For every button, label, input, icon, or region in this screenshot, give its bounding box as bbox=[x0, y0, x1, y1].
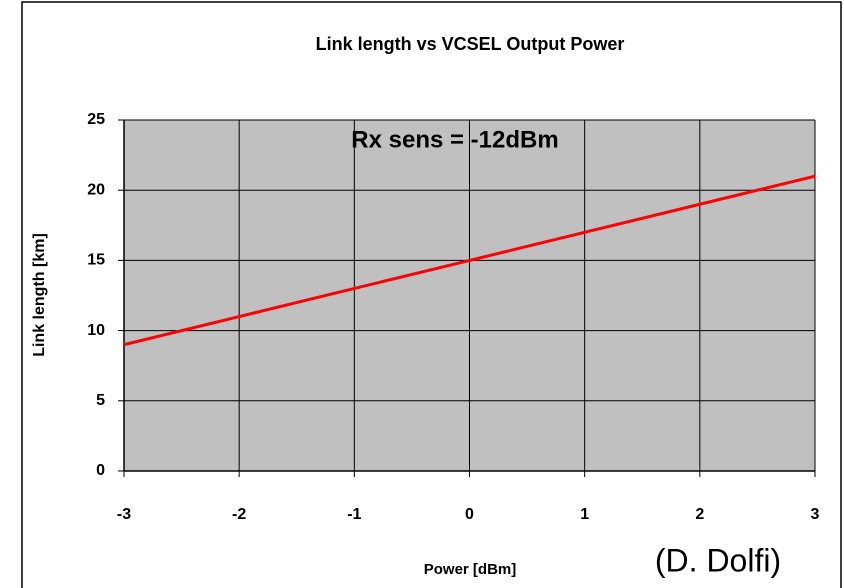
annotation: Rx sens = -12dBm bbox=[351, 126, 558, 153]
x-tick-label: -2 bbox=[232, 506, 246, 523]
y-tick-label: 5 bbox=[96, 392, 105, 409]
annotation: (D. Dolfi) bbox=[655, 542, 781, 578]
x-tick-label: 3 bbox=[811, 506, 820, 523]
y-tick-label: 25 bbox=[87, 111, 105, 128]
data-line bbox=[123, 174, 816, 347]
x-tick-label: -1 bbox=[347, 506, 361, 523]
y-axis-label: Link length [km] bbox=[31, 233, 48, 357]
x-tick-label: 2 bbox=[695, 506, 704, 523]
y-tick-label: 20 bbox=[87, 181, 105, 198]
x-tick-label: 0 bbox=[465, 506, 474, 523]
y-tick-label: 0 bbox=[96, 462, 105, 479]
y-tick-label: 10 bbox=[87, 322, 105, 339]
x-tick-label: 1 bbox=[580, 506, 589, 523]
x-tick-label: -3 bbox=[117, 506, 131, 523]
x-axis-label: Power [dBm] bbox=[424, 561, 517, 578]
y-tick-label: 15 bbox=[87, 252, 105, 269]
chart-title: Link length vs VCSEL Output Power bbox=[316, 34, 625, 54]
